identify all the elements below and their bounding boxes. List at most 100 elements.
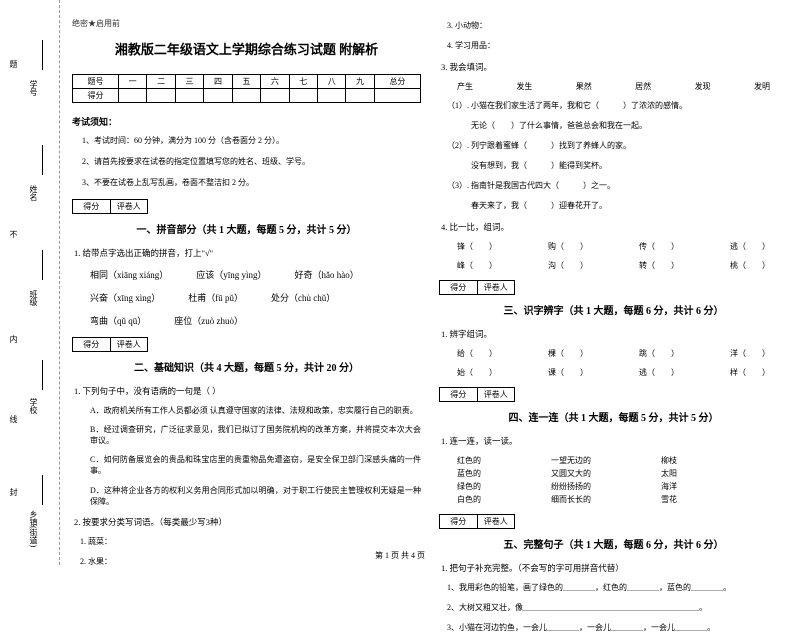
td[interactable] bbox=[261, 89, 289, 103]
p: 峰（ ） bbox=[457, 260, 497, 271]
q3: 3. 我会填词。 bbox=[441, 61, 788, 73]
fill: （3）. 指南针是我国古代四大（ ）之一。 bbox=[447, 180, 788, 192]
m: 白色的 bbox=[457, 494, 481, 505]
w: 果然 bbox=[576, 81, 592, 92]
cat-1: 1. 蔬菜： bbox=[80, 536, 421, 548]
pinyin-item: 处分（chù chǔ） bbox=[271, 291, 335, 304]
score-box-left: 得分 bbox=[440, 515, 478, 528]
binding-line bbox=[42, 360, 43, 390]
td[interactable] bbox=[374, 89, 420, 103]
binding-line bbox=[42, 145, 43, 175]
th: 九 bbox=[346, 75, 374, 89]
score-box-right: 评卷人 bbox=[478, 281, 515, 294]
m: 绿色的 bbox=[457, 481, 481, 492]
w: 发明 bbox=[754, 81, 770, 92]
score-box-left: 得分 bbox=[73, 200, 111, 213]
binding-char-5: 题 bbox=[8, 60, 19, 74]
fill: 无论（ ）了什么事情，爸爸总会和我在一起。 bbox=[447, 120, 788, 132]
section-title-5: 五、完整句子（共 1 大题，每题 6 分，共计 6 分） bbox=[439, 536, 788, 551]
match-columns: 红色的 蓝色的 绿色的 白色的 一望无边的 又圆又大的 纷纷扬扬的 细而长长的 … bbox=[457, 453, 788, 507]
opt-d: D．这种将企业各方的权利义务用合同形式加以明确，对于职工行使民主管理权利无疑是一… bbox=[90, 485, 421, 507]
page: 乡镇(街道) 封 学校 线 班级 内 姓名 不 学号 题 绝密★启用前 湘教版二… bbox=[0, 0, 800, 565]
pinyin-item: 杜甫（fū pǔ） bbox=[188, 291, 243, 304]
line: 3、小猫在河边钓鱼，一会儿＿＿＿＿，一会儿＿＿＿＿，一会儿＿＿＿＿。 bbox=[447, 622, 788, 634]
m: 柳枝 bbox=[661, 455, 677, 466]
score-box: 得分 评卷人 bbox=[439, 387, 515, 402]
m: 海洋 bbox=[661, 481, 677, 492]
th: 题号 bbox=[73, 75, 119, 89]
p: 转（ ） bbox=[639, 260, 679, 271]
pinyin-item: 兴奋（xīng xìng） bbox=[90, 291, 160, 304]
td-label: 得分 bbox=[73, 89, 119, 103]
th: 一 bbox=[118, 75, 146, 89]
td[interactable] bbox=[318, 89, 346, 103]
binding-label-name: 姓名 bbox=[28, 185, 39, 201]
c: 课（ ） bbox=[548, 367, 588, 378]
score-box-right: 评卷人 bbox=[478, 388, 515, 401]
td[interactable] bbox=[289, 89, 317, 103]
p: 沟（ ） bbox=[548, 260, 588, 271]
pinyin-row: 兴奋（xīng xìng） 杜甫（fū pǔ） 处分（chù chǔ） bbox=[90, 291, 421, 304]
binding-column: 乡镇(街道) 封 学校 线 班级 内 姓名 不 学号 题 bbox=[0, 0, 60, 565]
notice-item: 2、请首先按要求在试卷的指定位置填写您的姓名、班级、学号。 bbox=[82, 156, 421, 167]
td[interactable] bbox=[175, 89, 203, 103]
char-row: 给（ ） 棵（ ） 跳（ ） 洋（ ） bbox=[457, 348, 770, 359]
c: 逃（ ） bbox=[639, 367, 679, 378]
binding-char-3: 内 bbox=[8, 335, 19, 349]
score-box-left: 得分 bbox=[73, 338, 111, 351]
q2-2: 2. 按要求分类写词语。（每类最少写3种） bbox=[74, 516, 421, 528]
fill: 春天来了，我（ ）迎春花开了。 bbox=[447, 200, 788, 212]
w: 发现 bbox=[695, 81, 711, 92]
pinyin-item: 相同（xiāng xiáng） bbox=[90, 268, 168, 281]
th: 七 bbox=[289, 75, 317, 89]
m: 纷纷扬扬的 bbox=[551, 481, 591, 492]
binding-label-school: 学校 bbox=[28, 398, 39, 414]
td[interactable] bbox=[204, 89, 232, 103]
binding-char-4: 不 bbox=[8, 230, 19, 244]
th: 八 bbox=[318, 75, 346, 89]
score-box-left: 得分 bbox=[440, 281, 478, 294]
m: 红色的 bbox=[457, 455, 481, 466]
score-box: 得分 评卷人 bbox=[439, 514, 515, 529]
th: 五 bbox=[232, 75, 260, 89]
td[interactable] bbox=[232, 89, 260, 103]
binding-line bbox=[42, 475, 43, 505]
c: 洋（ ） bbox=[730, 348, 770, 359]
score-value-row: 得分 bbox=[73, 89, 421, 103]
pinyin-item: 座位（zuò zhuò） bbox=[174, 314, 243, 327]
page-footer: 第 1 页 共 4 页 bbox=[0, 550, 800, 561]
c: 棵（ ） bbox=[548, 348, 588, 359]
th: 三 bbox=[175, 75, 203, 89]
fill: 没有想到，我（ ）能得到奖杯。 bbox=[447, 160, 788, 172]
score-box-right: 评卷人 bbox=[478, 515, 515, 528]
q5-1: 1. 把句子补充完整。（不会写的字可用拼音代替） bbox=[441, 562, 788, 574]
q4: 4. 比一比，组词。 bbox=[441, 221, 788, 233]
c: 始（ ） bbox=[457, 367, 497, 378]
notice-item: 1、考试时间：60 分钟，满分为 100 分（含卷面分 2 分）。 bbox=[82, 135, 421, 146]
binding-line bbox=[42, 40, 43, 70]
line: 2、大树又粗又壮，像＿＿＿＿＿＿＿＿＿＿＿＿＿＿＿＿＿＿＿＿＿＿。 bbox=[447, 602, 788, 614]
match-mid: 一望无边的 又圆又大的 纷纷扬扬的 细而长长的 bbox=[551, 453, 591, 507]
m: 又圆又大的 bbox=[551, 468, 591, 479]
right-column: 3. 小动物： 4. 学习用品： 3. 我会填词。 产生 发生 果然 居然 发现… bbox=[439, 18, 788, 557]
score-box: 得分 评卷人 bbox=[72, 337, 148, 352]
p: 购（ ） bbox=[548, 241, 588, 252]
td[interactable] bbox=[147, 89, 175, 103]
m: 太阳 bbox=[661, 468, 677, 479]
q1: 1. 给带点字选出正确的拼音，打上"√" bbox=[74, 247, 421, 259]
td[interactable] bbox=[118, 89, 146, 103]
binding-label-town: 乡镇(街道) bbox=[28, 510, 39, 547]
pinyin-item: 好奇（hǎo hào） bbox=[295, 268, 359, 281]
opt-a: A．政府机关所有工作人员都必须 认真遵守国家的法律、法规和政策，忠实履行自己的职… bbox=[90, 405, 421, 416]
score-box-right: 评卷人 bbox=[111, 200, 148, 213]
w: 发生 bbox=[516, 81, 532, 92]
q3-1: 1. 辨字组词。 bbox=[441, 328, 788, 340]
p: 桃（ ） bbox=[730, 260, 770, 271]
score-header-row: 题号 一 二 三 四 五 六 七 八 九 总分 bbox=[73, 75, 421, 89]
q2-1: 1. 下列句子中，没有语病的一句是（ ） bbox=[74, 385, 421, 397]
c: 样（ ） bbox=[730, 367, 770, 378]
fill: （2）. 列宁跟着蜜蜂（ ）找到了养蜂人的家。 bbox=[447, 140, 788, 152]
watermark: 绝密★启用前 bbox=[72, 18, 421, 29]
td[interactable] bbox=[346, 89, 374, 103]
pinyin-row: 相同（xiāng xiáng） 应该（yīng yìng） 好奇（hǎo hào… bbox=[90, 268, 421, 281]
